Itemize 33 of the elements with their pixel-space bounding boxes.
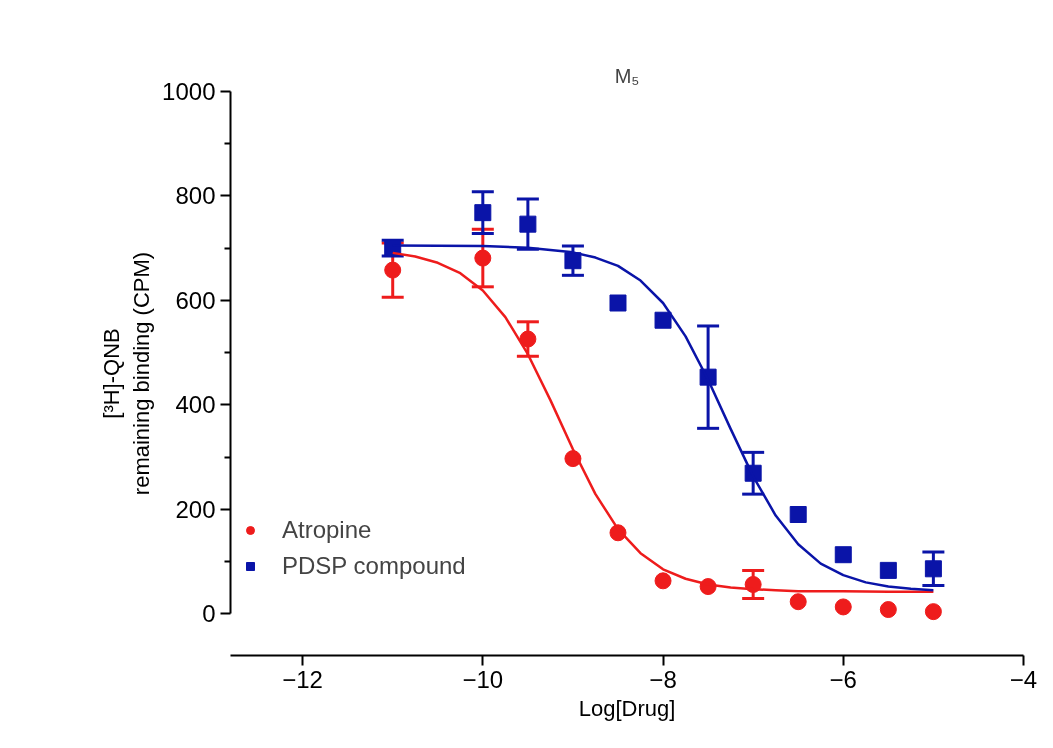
point bbox=[609, 294, 627, 312]
chart-title: M₅ bbox=[614, 64, 640, 87]
y-tick-label: 1000 bbox=[162, 78, 216, 105]
legend-label: Atropine bbox=[282, 516, 372, 544]
y-tick-label: 800 bbox=[175, 182, 216, 210]
y-tick-label: 200 bbox=[175, 495, 216, 523]
point bbox=[924, 560, 942, 578]
point bbox=[834, 546, 852, 564]
legend-label: PDSP compound bbox=[282, 552, 466, 580]
point bbox=[879, 601, 897, 619]
point bbox=[474, 204, 492, 222]
point bbox=[519, 330, 537, 348]
point bbox=[654, 311, 672, 329]
point bbox=[474, 249, 492, 267]
point bbox=[924, 603, 942, 621]
y-tick-label: 0 bbox=[202, 600, 216, 628]
point bbox=[834, 598, 852, 616]
point bbox=[654, 572, 672, 590]
x-tick-label: −6 bbox=[829, 665, 857, 693]
x-tick-label: −10 bbox=[462, 665, 504, 693]
point bbox=[519, 215, 537, 233]
x-tick-label: −12 bbox=[282, 665, 323, 693]
x-axis-title: Log[Drug] bbox=[578, 695, 676, 721]
y-tick-label: 600 bbox=[175, 286, 216, 314]
point bbox=[879, 561, 897, 579]
point bbox=[789, 593, 807, 611]
point bbox=[564, 252, 582, 270]
x-tick-label: −8 bbox=[649, 665, 677, 693]
point bbox=[384, 261, 402, 279]
x-tick-label: −4 bbox=[1009, 665, 1038, 693]
point bbox=[789, 506, 807, 523]
y-axis-title: [³H]-QNB remaining binding (CPM) bbox=[99, 251, 155, 496]
y-tick-label: 400 bbox=[175, 391, 216, 419]
